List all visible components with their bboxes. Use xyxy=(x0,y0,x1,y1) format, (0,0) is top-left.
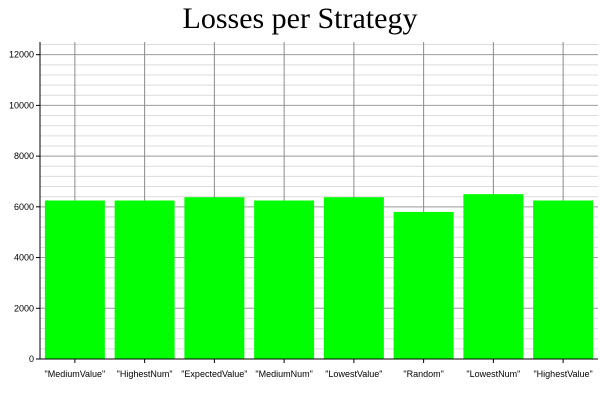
x-tick-label: "Random" xyxy=(403,369,443,379)
y-tick-label: 12000 xyxy=(9,50,34,60)
y-tick-label: 0 xyxy=(29,354,34,364)
y-ticks: 0 2000 4000 6000 8000 10000 12000 xyxy=(9,50,40,364)
bar xyxy=(393,211,454,359)
bars xyxy=(44,194,594,359)
bar xyxy=(323,197,384,359)
x-tick-label: "MediumValue" xyxy=(45,369,106,379)
y-tick-label: 8000 xyxy=(14,151,34,161)
bar xyxy=(254,200,315,359)
bar xyxy=(114,200,175,359)
x-tick-label: "LowestValue" xyxy=(325,369,382,379)
x-ticks: "MediumValue" "HighestNum" "ExpectedValue"… xyxy=(45,359,593,379)
y-tick-label: 2000 xyxy=(14,303,34,313)
x-tick-label: "HighestValue" xyxy=(533,369,592,379)
x-tick-label: "MediumNum" xyxy=(255,369,312,379)
bar xyxy=(184,197,245,359)
bar xyxy=(44,200,105,359)
chart-title: Losses per Strategy xyxy=(182,2,418,35)
y-tick-label: 6000 xyxy=(14,202,34,212)
x-tick-label: "LowestNum" xyxy=(466,369,520,379)
y-tick-label: 10000 xyxy=(9,100,34,110)
x-tick-label: "ExpectedValue" xyxy=(181,369,247,379)
bar xyxy=(463,194,524,359)
bar xyxy=(533,200,594,359)
x-tick-label: "HighestNum" xyxy=(117,369,173,379)
y-tick-label: 4000 xyxy=(14,253,34,263)
axes xyxy=(39,42,598,360)
